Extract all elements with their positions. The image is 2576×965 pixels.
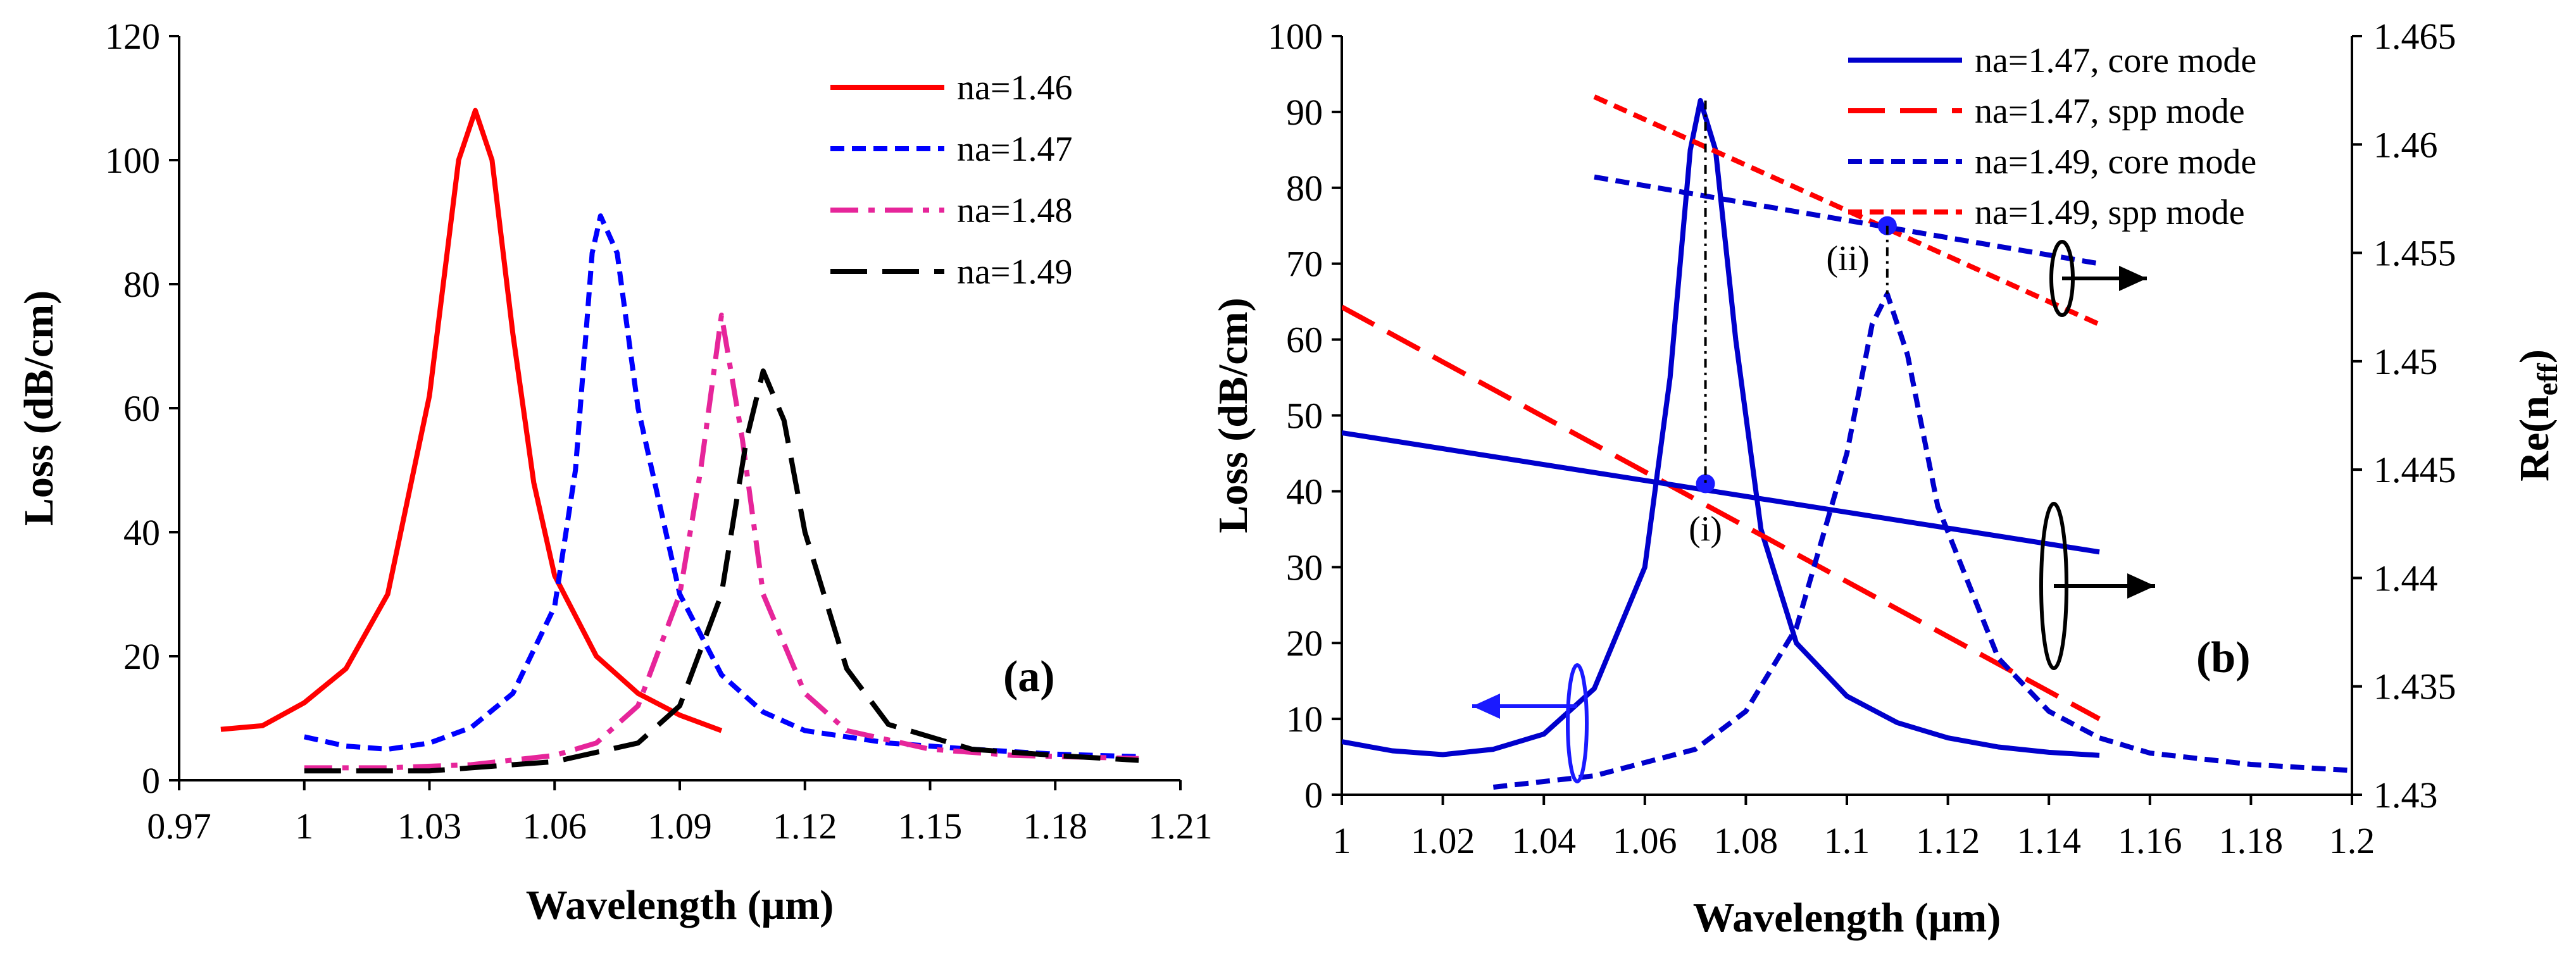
x-tick-label: 0.97 (147, 806, 211, 847)
y-tick-label: 40 (123, 512, 160, 553)
x-tick-label: 1.06 (523, 806, 587, 847)
y-tick-label: 30 (1286, 547, 1323, 588)
legend-label: na=1.47, core mode (1975, 41, 2256, 80)
x-tick-label: 1.04 (1511, 820, 1576, 861)
legend-label: na=1.47 (957, 130, 1072, 169)
y-tick-label: 60 (1286, 320, 1323, 361)
x-axis-title: Wavelength (μm) (1693, 895, 2001, 941)
x-tick-label: 1.18 (2219, 820, 2284, 861)
legend-label: na=1.48 (957, 191, 1072, 230)
y2-axis-title-main: Re(n (2511, 395, 2558, 482)
panel-label: (b) (2196, 633, 2251, 682)
x-tick-label: 1.03 (397, 806, 462, 847)
legend-label: na=1.49, spp mode (1975, 193, 2245, 232)
x-tick-label: 1.2 (2329, 820, 2375, 861)
y2-tick-label: 1.435 (2373, 666, 2456, 707)
x-tick-label: 1.21 (1148, 806, 1213, 847)
legend-label: na=1.46 (957, 68, 1072, 108)
legend-label: na=1.49, core mode (1975, 142, 2256, 182)
x-tick-label: 1.14 (2016, 820, 2081, 861)
x-tick-label: 1.16 (2118, 820, 2182, 861)
y-tick-label: 0 (1304, 775, 1323, 816)
y-tick-label: 70 (1286, 244, 1323, 285)
y2-axis-title-end: ) (2511, 349, 2558, 363)
y-tick-label: 120 (105, 16, 160, 57)
right-axis-arrow-bottom-head (2127, 573, 2155, 599)
series-line-na-1-47 (303, 213, 1139, 759)
x-tick-label: 1.12 (773, 806, 837, 847)
left-axis-indicator-ellipse (1566, 663, 1589, 783)
series-line-na-1-49-core-mode (1492, 291, 2352, 790)
y2-axis-title-sub: eff (2531, 363, 2563, 395)
left-axis-arrow-head (1472, 694, 1500, 719)
y2-axis-title: Re(neff) (2511, 349, 2563, 482)
crossing-point-label: (ii) (1826, 239, 1869, 278)
y-tick-label: 20 (1286, 623, 1323, 664)
series-line-na-1-49-spp-mode (1593, 94, 2101, 327)
crossing-point-label: (i) (1689, 509, 1722, 549)
y-tick-label: 50 (1286, 395, 1323, 437)
x-tick-label: 1.06 (1613, 820, 1677, 861)
y2-tick-label: 1.46 (2373, 124, 2438, 165)
legend-label: na=1.47, spp mode (1975, 92, 2245, 131)
y2-tick-label: 1.445 (2373, 449, 2456, 490)
y-tick-label: 60 (123, 388, 160, 429)
y-tick-label: 40 (1286, 471, 1323, 512)
x-tick-label: 1 (1333, 820, 1351, 861)
y-tick-label: 100 (105, 140, 160, 181)
y-axis-title: Loss (dB/cm) (1210, 297, 1256, 533)
x-tick-label: 1.09 (647, 806, 712, 847)
x-tick-label: 1 (295, 806, 313, 847)
series-line-na-1-47-core-mode-neff (1342, 430, 2100, 555)
series-line-na-1-47-spp-mode (1342, 304, 2101, 721)
y2-tick-label: 1.44 (2373, 557, 2438, 599)
x-tick-label: 1.12 (1916, 820, 1980, 861)
y-tick-label: 20 (123, 636, 160, 677)
y-tick-label: 90 (1286, 92, 1323, 133)
y-axis-title: Loss (dB/cm) (16, 290, 62, 526)
series-line-na-1-49 (304, 368, 1139, 774)
y-tick-label: 100 (1268, 16, 1323, 57)
series-line-na-1-46 (220, 108, 723, 733)
y-tick-label: 0 (142, 760, 160, 801)
right-axis-arrow-top-head (2119, 266, 2147, 291)
series-line-na-1-48 (304, 313, 1139, 771)
x-tick-label: 1.1 (1824, 820, 1870, 861)
y-tick-label: 80 (1286, 168, 1323, 209)
x-tick-label: 1.18 (1023, 806, 1088, 847)
y2-tick-label: 1.465 (2373, 16, 2456, 57)
series-group (220, 108, 1139, 774)
series-group (1342, 94, 2352, 790)
panel-label: (a) (1003, 652, 1055, 701)
x-tick-label: 1.08 (1714, 820, 1779, 861)
y2-tick-label: 1.43 (2373, 775, 2438, 816)
x-tick-label: 1.02 (1411, 820, 1475, 861)
legend-label: na=1.49 (957, 252, 1072, 292)
crossing-point-marker (1696, 474, 1715, 494)
y-tick-label: 80 (123, 264, 160, 305)
y-tick-label: 10 (1286, 699, 1323, 740)
x-axis-title: Wavelength (μm) (526, 882, 834, 928)
x-tick-label: 1.15 (898, 806, 963, 847)
series-line-na-1-47-core-mode (1342, 97, 2100, 758)
y2-tick-label: 1.45 (2373, 341, 2438, 382)
y2-tick-label: 1.455 (2373, 233, 2456, 274)
